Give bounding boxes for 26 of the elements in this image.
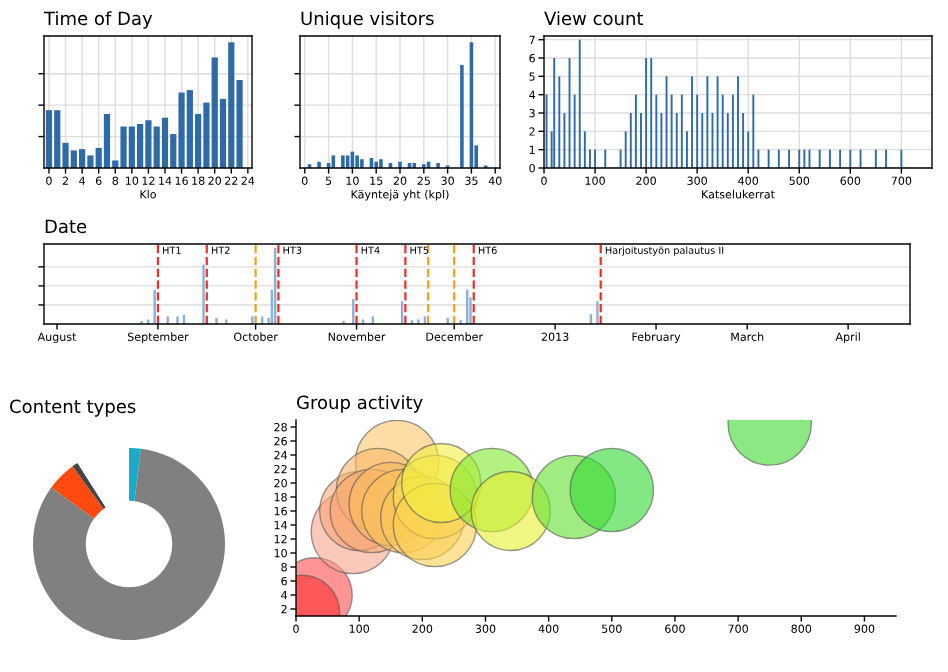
- chart-title: Time of Day: [43, 11, 153, 29]
- bar: [178, 92, 185, 168]
- bar: [161, 117, 169, 168]
- bar: [211, 57, 218, 168]
- bar: [145, 120, 152, 168]
- bar: [137, 124, 144, 168]
- bar: [153, 126, 160, 168]
- bar: [228, 42, 235, 168]
- chart-title: Content types: [10, 399, 136, 417]
- bar: [120, 126, 127, 168]
- bar: [128, 126, 135, 168]
- donut-slice: [51, 466, 104, 519]
- chart-title: View count: [544, 11, 644, 26]
- chart-title: Date: [45, 219, 87, 234]
- chart-title: Unique visitors: [301, 11, 434, 29]
- donut-slice: [72, 462, 106, 510]
- bar: [186, 90, 193, 168]
- donut-slice: [129, 448, 142, 502]
- donut-slice: [33, 448, 225, 640]
- chart-title: Group activity: [297, 395, 423, 413]
- bar: [79, 149, 86, 168]
- bar: [45, 110, 53, 168]
- bar: [87, 155, 94, 168]
- bar: [70, 150, 77, 168]
- bar: [54, 110, 61, 168]
- bar: [103, 113, 111, 168]
